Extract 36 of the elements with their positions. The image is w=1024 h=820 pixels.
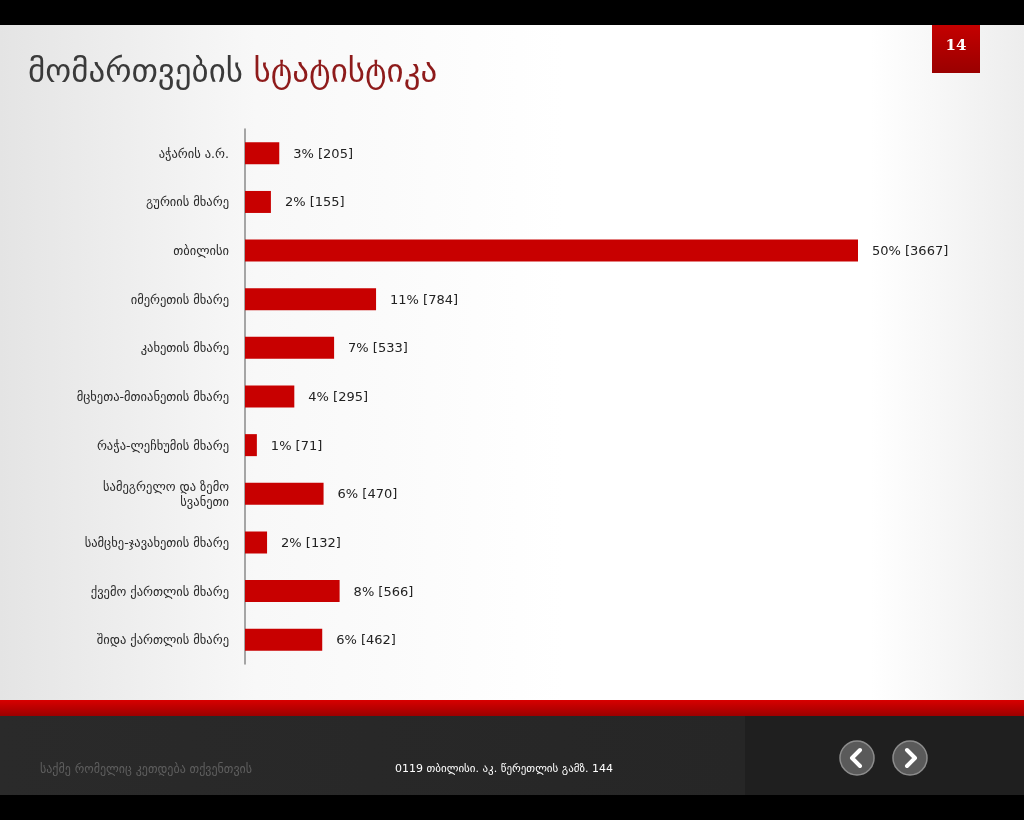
bar — [245, 385, 295, 408]
text: 0119 თბილისი. აკ. წერეთლის გამზ. 144 — [395, 762, 614, 775]
y-tick-label: იმერეთის მხარე — [130, 291, 229, 307]
y-tick-label: კახეთის მხარე — [140, 340, 229, 356]
data-label: 1% [71] — [270, 437, 323, 453]
data-label: 2% [132] — [281, 534, 341, 550]
text: 14 — [944, 36, 968, 54]
bar — [245, 531, 268, 554]
y-tick-label: სამეგრელო და ზემო სვანეთი — [103, 478, 230, 509]
bar — [245, 142, 280, 165]
data-label: 6% [462] — [336, 632, 396, 648]
y-tick-label: გურიის მხარე — [146, 194, 229, 210]
bar — [245, 434, 257, 457]
bar — [245, 482, 324, 505]
data-label: 8% [566] — [353, 583, 414, 599]
data-label: 6% [470] — [337, 486, 398, 502]
y-tick-label: თბილისი — [173, 243, 229, 259]
bar — [245, 336, 335, 359]
y-tick-label: აჭარის ა.რ. — [158, 145, 229, 161]
bar — [245, 580, 340, 603]
data-label: 4% [295] — [308, 389, 369, 404]
data-label: 3% [205] — [293, 145, 353, 161]
bar — [245, 190, 271, 213]
y-tick-label: ქვემო ქართლის მხარე — [90, 583, 229, 599]
chart-title: მომართვების სტატისტიკა — [28, 51, 438, 90]
data-label: 11% [784] — [390, 291, 459, 307]
data-label: 2% [155] — [284, 194, 345, 210]
data-label: 7% [533] — [348, 340, 408, 356]
bar — [245, 288, 377, 311]
y-tick-label: რაჭა-ლეჩხუმის მხარე — [96, 437, 229, 453]
bar — [245, 239, 858, 262]
y-tick-label: შიდა ქართლის მხარე — [96, 632, 229, 648]
y-tick-label: მცხეთა-მთიანეთის მხარე — [76, 389, 229, 404]
bar — [245, 628, 323, 651]
data-label: 50% [3667] — [872, 243, 949, 259]
y-tick-label: სამცხე-ჯავახეთის მხარე — [84, 534, 229, 550]
